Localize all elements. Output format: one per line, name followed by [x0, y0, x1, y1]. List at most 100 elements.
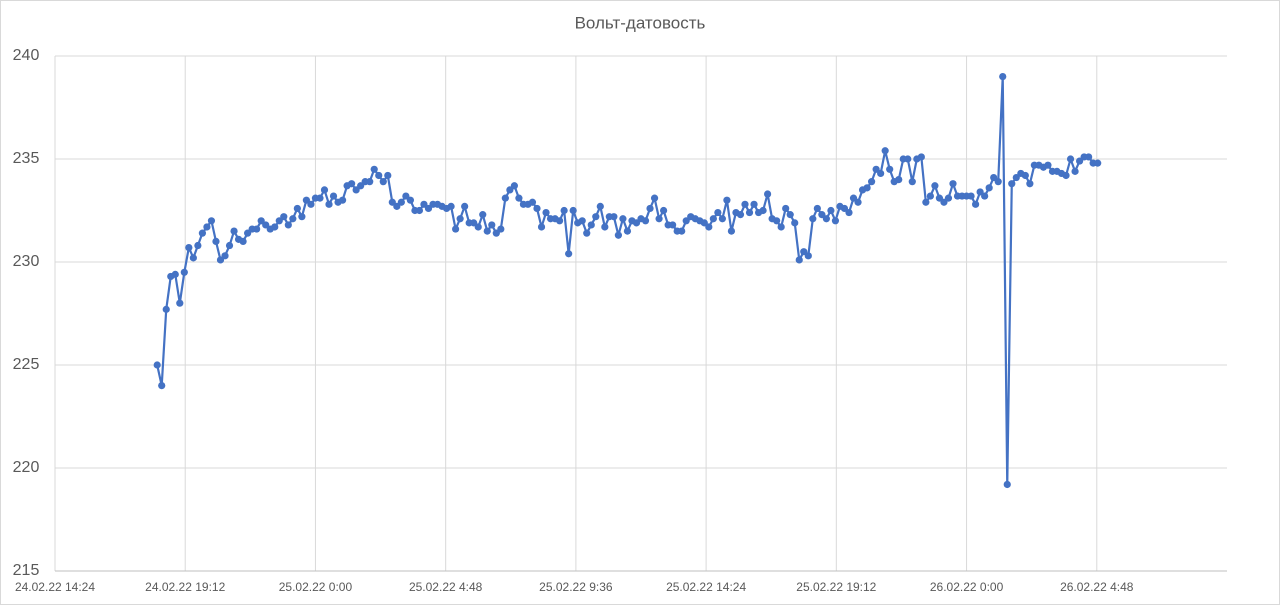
data-point	[831, 217, 840, 225]
data-point	[293, 204, 301, 213]
data-point	[822, 215, 830, 223]
data-point	[994, 178, 1002, 186]
data-point	[556, 217, 564, 225]
x-tick-label: 26.02.22 0:00	[930, 580, 1004, 594]
x-tick-label: 25.02.22 0:00	[279, 580, 353, 594]
data-point	[931, 182, 939, 190]
data-point	[641, 217, 650, 225]
data-point	[926, 192, 934, 200]
data-point	[515, 194, 523, 202]
data-point	[881, 147, 889, 155]
data-point	[1026, 180, 1034, 188]
data-point	[447, 202, 455, 210]
data-point	[614, 231, 622, 239]
data-point	[325, 200, 333, 208]
data-point	[601, 223, 609, 231]
data-point	[985, 184, 993, 192]
data-point	[348, 180, 356, 188]
data-point	[854, 198, 862, 206]
data-point	[791, 219, 799, 227]
data-point	[461, 202, 469, 210]
data-point	[587, 221, 595, 229]
data-point	[782, 204, 790, 213]
y-tick-label: 225	[13, 356, 40, 373]
data-point	[406, 196, 414, 204]
data-point	[646, 204, 654, 213]
data-point	[537, 223, 546, 231]
data-point	[203, 223, 211, 231]
data-point	[1071, 167, 1079, 175]
chart-title: Вольт-датовость	[575, 13, 706, 32]
data-point	[714, 208, 722, 217]
data-point	[207, 217, 216, 225]
data-point	[307, 200, 315, 208]
data-point	[845, 208, 853, 217]
data-point	[221, 252, 229, 260]
data-point	[483, 227, 491, 235]
data-point	[610, 213, 618, 221]
data-point	[1062, 171, 1070, 180]
x-tick-label: 24.02.22 14:24	[15, 580, 95, 594]
data-point	[1094, 159, 1102, 167]
data-point	[497, 225, 505, 233]
data-point	[863, 184, 871, 192]
data-point	[370, 165, 378, 173]
data-point	[596, 202, 604, 210]
data-point	[560, 206, 568, 215]
data-point	[185, 243, 193, 252]
data-point	[971, 200, 980, 208]
data-point	[176, 299, 184, 307]
data-point	[225, 241, 234, 250]
data-point	[623, 227, 632, 235]
data-point	[736, 211, 745, 219]
data-point	[886, 165, 894, 173]
data-point	[298, 213, 306, 221]
data-point	[316, 194, 324, 202]
data-point	[253, 225, 261, 233]
data-point	[456, 215, 464, 223]
data-point	[528, 198, 537, 206]
data-point	[877, 169, 885, 178]
y-tick-label: 220	[13, 459, 40, 476]
data-point	[379, 178, 387, 186]
data-point	[981, 192, 989, 200]
data-point	[329, 192, 338, 200]
data-point	[479, 211, 487, 219]
data-point	[813, 204, 821, 213]
data-point	[542, 208, 550, 217]
data-point	[578, 217, 586, 225]
data-point	[745, 208, 754, 217]
data-point	[198, 229, 207, 237]
data-point	[705, 223, 713, 231]
data-point	[180, 268, 188, 276]
x-tick-label: 25.02.22 14:24	[666, 580, 746, 594]
data-point	[338, 196, 347, 204]
data-point	[764, 190, 772, 198]
data-point	[750, 200, 758, 208]
x-tick-label: 26.02.22 4:48	[1060, 580, 1134, 594]
data-point	[1066, 155, 1075, 163]
data-point	[474, 223, 482, 231]
data-point	[1085, 153, 1093, 161]
x-tick-label: 25.02.22 19:12	[796, 580, 876, 594]
data-point	[397, 198, 405, 206]
data-point	[284, 221, 292, 229]
y-tick-label: 215	[13, 562, 40, 579]
data-point	[239, 237, 247, 245]
data-point	[153, 361, 161, 369]
data-point	[709, 215, 717, 223]
data-point	[619, 215, 627, 223]
data-point	[655, 215, 663, 223]
data-point	[592, 213, 600, 221]
data-point	[908, 178, 916, 186]
data-point	[280, 213, 288, 221]
data-point	[366, 178, 374, 186]
data-point	[569, 206, 577, 215]
data-point	[723, 196, 731, 204]
data-point	[650, 194, 659, 202]
x-tick-label: 25.02.22 4:48	[409, 580, 483, 594]
data-point	[1044, 161, 1052, 169]
data-point	[741, 200, 749, 208]
data-point	[967, 192, 975, 200]
data-point	[1003, 480, 1011, 489]
